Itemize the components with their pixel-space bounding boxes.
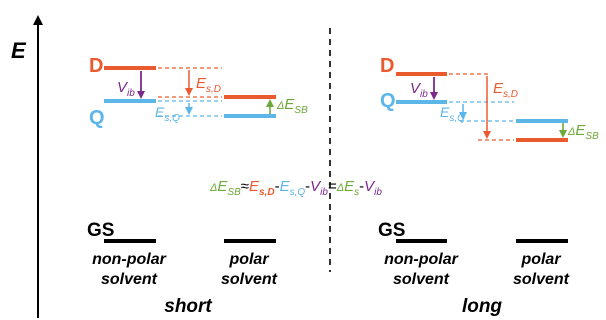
energy-axis-label: E [11, 38, 27, 63]
panel-title-long: long [462, 296, 502, 317]
desb-label-left: ΔESB [276, 96, 308, 116]
vib-label-left: Vib [117, 79, 135, 99]
nonpolar-solvent-label-left-2: solvent [101, 271, 158, 288]
nonpolar-solvent-label-left-1: non-polar [92, 251, 167, 268]
polar-solvent-label-right-1: polar [520, 251, 561, 268]
state-label-d-right: D [380, 55, 394, 77]
state-label-q-right: Q [380, 90, 396, 112]
nonpolar-solvent-label-right-2: solvent [393, 271, 450, 288]
esq-label-left: Es,Q [155, 104, 180, 124]
vib-label-right: Vib [410, 80, 428, 100]
equation: ΔESB≈Es,D-Es,Q-Vib=ΔEs-Vib [209, 178, 382, 198]
esq-label-right: Es,Q [440, 104, 465, 124]
state-label-d-left: D [89, 55, 103, 77]
polar-solvent-label-left-2: solvent [221, 271, 278, 288]
desb-label-right: ΔESB [567, 122, 599, 142]
gs-label-right: GS [378, 220, 405, 241]
state-label-q-left: Q [89, 107, 105, 129]
polar-solvent-label-left-1: polar [228, 251, 269, 268]
nonpolar-solvent-label-right-1: non-polar [384, 251, 459, 268]
esd-label-right: Es,D [493, 80, 518, 100]
esd-label-left: Es,D [196, 75, 221, 95]
gs-label-left: GS [87, 220, 114, 241]
panel-title-short: short [164, 296, 212, 317]
polar-solvent-label-right-2: solvent [513, 271, 570, 288]
